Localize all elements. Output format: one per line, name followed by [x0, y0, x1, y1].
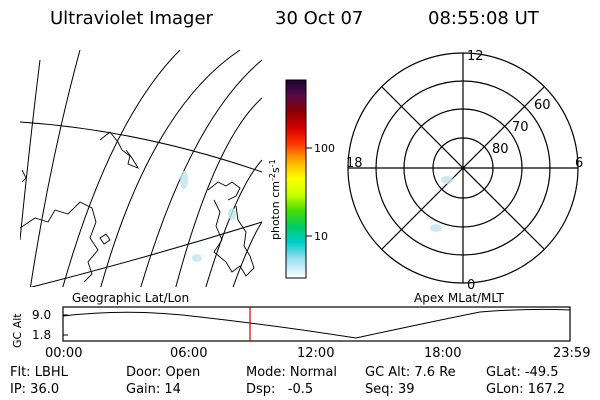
apex-panel-label: Apex MLat/MLT — [414, 291, 504, 305]
gc-alt-info: GC Alt: 7.6 Re — [365, 365, 456, 380]
time-label: 08:55:08 UT — [428, 8, 540, 29]
filter-info: Flt: LBHL — [10, 365, 69, 380]
map-coastline — [207, 181, 241, 201]
map-coastline — [99, 131, 140, 169]
seq-info: Seq: 39 — [365, 382, 415, 397]
map-lon-line — [20, 121, 262, 173]
emission-patch — [228, 208, 236, 220]
map-lat-arc — [232, 221, 262, 287]
colorbar-tick-label: 10 — [314, 230, 328, 243]
mlt-label-0: 0 — [467, 278, 475, 293]
map-coastline — [99, 233, 111, 245]
colorbar-unit-label: photon cm-2s-1 — [268, 159, 282, 240]
map-lat-arc — [140, 59, 262, 287]
emission-patch — [180, 171, 188, 189]
altitude-axis-label: GC Alt — [11, 313, 24, 348]
map-lon-line — [29, 221, 262, 287]
colorbar-tick-label: 100 — [314, 142, 335, 155]
time-tick-label: 12:00 — [297, 346, 334, 361]
map-coastline — [213, 199, 255, 277]
time-tick-label: 23:59 — [553, 346, 590, 361]
emission-patch — [441, 176, 453, 184]
time-tick-label: 06:00 — [170, 346, 207, 361]
map-coastline — [20, 201, 99, 283]
mlt-label-18: 18 — [346, 156, 363, 171]
map-coastline — [21, 169, 27, 183]
instrument-title: Ultraviolet Imager — [50, 8, 214, 29]
colorbar-gradient — [285, 79, 307, 279]
mlt-label-12: 12 — [467, 49, 484, 64]
time-tick-label: 18:00 — [424, 346, 461, 361]
mlat-label-70: 70 — [512, 120, 529, 135]
polar-diagonal — [381, 86, 545, 250]
altitude-curve — [62, 308, 571, 339]
date-label: 30 Oct 07 — [275, 8, 363, 29]
map-lat-arc — [205, 159, 262, 287]
map-lat-arc — [100, 50, 241, 287]
mlt-label-6: 6 — [575, 156, 583, 171]
polar-plot — [347, 52, 579, 284]
colorbar: 100 10 photon cm-2s-1 — [268, 79, 335, 279]
polar-emission — [430, 176, 453, 232]
info-block: Flt: LBHL IP: 36.0 Door: Open Gain: 14 M… — [10, 365, 565, 397]
mode-info: Mode: Normal — [246, 365, 337, 380]
time-tick-label: 00:00 — [45, 346, 82, 361]
altitude-timeline: GC Alt 9.0 1.8 00:00 06:00 12:00 18:00 2… — [11, 306, 590, 361]
map-lat-arc — [20, 59, 41, 241]
glat-info: GLat: -49.5 — [486, 365, 559, 380]
emission-patch — [192, 254, 202, 262]
mlat-label-80: 80 — [492, 142, 509, 157]
emission-patch — [430, 224, 442, 232]
altitude-ytick-label: 1.8 — [32, 328, 51, 342]
glon-info: GLon: 167.2 — [486, 382, 565, 397]
altitude-plot-frame — [62, 306, 571, 342]
geographic-panel-label: Geographic Lat/Lon — [72, 291, 189, 305]
map-lat-arc — [175, 97, 262, 287]
door-info: Door: Open — [126, 365, 200, 380]
mlat-label-60: 60 — [534, 98, 551, 113]
altitude-ytick-label: 9.0 — [32, 308, 51, 322]
dsp-info: Dsp: -0.5 — [246, 382, 313, 397]
ip-info: IP: 36.0 — [10, 382, 59, 397]
map-lat-arc — [29, 50, 81, 287]
geographic-map — [20, 50, 262, 287]
gain-info: Gain: 14 — [126, 382, 181, 397]
map-lat-arc — [62, 50, 181, 287]
